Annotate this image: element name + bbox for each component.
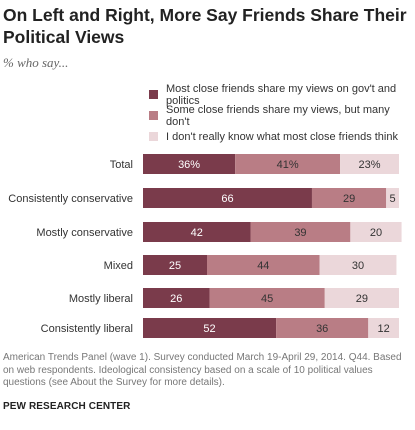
legend-item-some-share: Some close friends share my views, but m… — [149, 103, 415, 128]
legend-label-some-share: Some close friends share my views, but m… — [166, 103, 390, 128]
bar-mixed-series-2 — [207, 255, 320, 275]
bar-mixed-series-1 — [143, 255, 207, 275]
bar-consistently-liberal-series-1 — [143, 318, 277, 338]
data-label-mixed-series-2: 44 — [257, 260, 269, 272]
legend-swatch-some-share — [149, 111, 158, 120]
legend-item-dont-know: I don't really know what most close frie… — [149, 126, 415, 147]
chart-subtitle: % who say... — [3, 55, 69, 70]
bar-consistently-liberal-series-3 — [368, 318, 399, 338]
legend: Most close friends share my views on gov… — [149, 82, 415, 147]
data-label-consistently-conservative-series-2: 29 — [343, 193, 355, 205]
data-label-mostly-liberal-series-3: 29 — [356, 293, 368, 305]
bar-mostly-liberal-series-1 — [143, 288, 210, 308]
legend-label-most-share: Most close friends share my views on gov… — [166, 82, 397, 107]
bar-mostly-conservative-series-3 — [350, 222, 402, 242]
stacked-bar-chart: Total 36% 41% 23% Consistently conservative 6… — [8, 154, 402, 338]
bar-total-series-3 — [340, 154, 399, 174]
legend-swatch-dont-know — [149, 132, 158, 141]
data-label-mostly-conservative-series-1: 42 — [191, 227, 203, 239]
bar-mostly-liberal-series-2 — [209, 288, 325, 308]
data-label-consistently-conservative-series-1: 66 — [221, 193, 233, 205]
data-label-consistently-conservative-series-3: 5 — [390, 193, 396, 205]
data-label-mostly-conservative-series-2: 39 — [294, 227, 306, 239]
data-label-consistently-liberal-series-2: 36 — [316, 323, 328, 335]
bar-total-series-1 — [143, 154, 236, 174]
data-label-mixed-series-1: 25 — [169, 260, 181, 272]
category-label-consistently-conservative: Consistently conservative — [8, 193, 133, 205]
data-label-total-series-1: 36% — [178, 159, 200, 171]
data-label-mostly-liberal-series-2: 45 — [261, 293, 273, 305]
category-label-mostly-conservative: Mostly conservative — [36, 227, 133, 239]
bar-mixed-series-3 — [319, 255, 397, 275]
bar-consistently-conservative-series-3 — [386, 188, 399, 208]
bar-consistently-liberal-series-2 — [276, 318, 369, 338]
category-label-mostly-liberal: Mostly liberal — [69, 293, 133, 305]
data-label-total-series-3: 23% — [359, 159, 381, 171]
category-label-total: Total — [110, 159, 133, 171]
category-label-consistently-liberal: Consistently liberal — [41, 323, 133, 335]
category-label-mixed: Mixed — [104, 260, 133, 272]
bar-mostly-liberal-series-3 — [324, 288, 399, 308]
bar-mostly-conservative-series-2 — [250, 222, 351, 242]
data-label-mostly-conservative-series-3: 20 — [370, 227, 382, 239]
legend-swatch-most-share — [149, 90, 158, 99]
legend-label-dont-know: I don't really know what most close frie… — [166, 130, 398, 143]
data-label-mostly-liberal-series-1: 26 — [170, 293, 182, 305]
legend-item-most-share: Most close friends share my views on gov… — [149, 82, 415, 107]
data-label-mixed-series-3: 30 — [352, 260, 364, 272]
bar-consistently-conservative-series-1 — [143, 188, 312, 208]
bar-total-series-2 — [235, 154, 341, 174]
bar-mostly-conservative-series-1 — [143, 222, 251, 242]
data-label-consistently-liberal-series-3: 12 — [378, 323, 390, 335]
source-credit: PEW RESEARCH CENTER — [3, 401, 131, 412]
data-label-consistently-liberal-series-1: 52 — [203, 323, 215, 335]
data-label-total-series-2: 41% — [277, 159, 299, 171]
footer-note: American Trends Panel (wave 1). Survey c… — [3, 352, 402, 388]
bar-consistently-conservative-series-2 — [311, 188, 387, 208]
chart-title: On Left and Right, More Say Friends Shar… — [3, 5, 407, 47]
